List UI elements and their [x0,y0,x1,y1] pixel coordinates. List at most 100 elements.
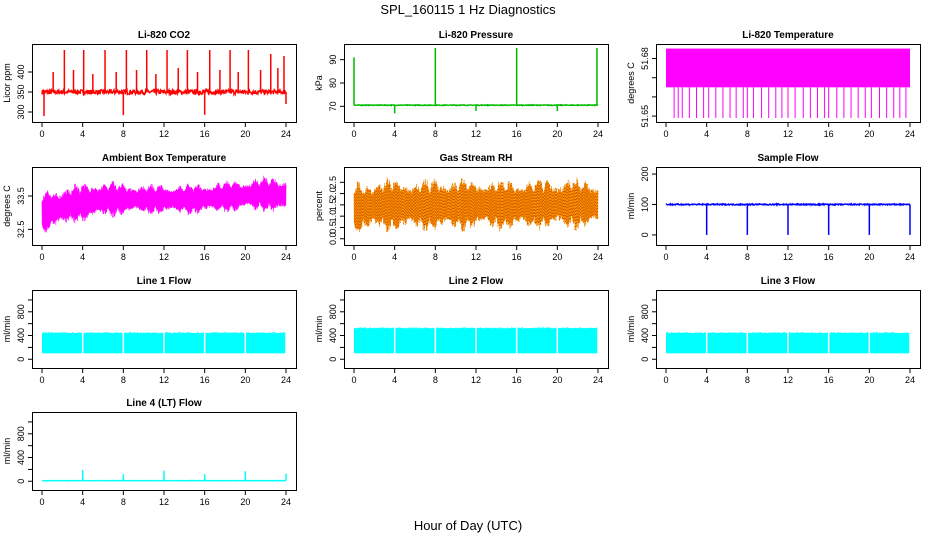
x-tick-label: 8 [433,129,438,139]
x-tick-label: 20 [552,252,562,262]
x-tick-label: 24 [905,375,915,385]
plot-frame [656,44,921,123]
series-line [353,177,599,233]
y-tick-label: 0 [16,357,26,362]
y-tick-label: 0 [640,232,650,237]
y-axis-label: ml/min [626,193,636,220]
panel-1: Li-820 CO2 0 4 8 12 16 20 24 300 350 400 Licor ppm [2,30,297,139]
y-tick-label: 800 [16,426,26,441]
y-tick-label: 400 [16,328,26,343]
y-tick-label: 800 [328,304,338,319]
x-tick-label: 8 [745,129,750,139]
y-tick-label: 400 [16,64,26,79]
x-tick-label: 24 [281,129,291,139]
y-tick-label: 300 [16,104,26,119]
y-tick-label: 0.5 [328,221,338,234]
y-axis-label: Licor ppm [2,63,12,103]
panel-2: Li-820 Pressure 0 4 8 12 16 20 24 70 80 90 kPa [314,30,609,139]
plot-frame [344,290,609,369]
x-tick-label: 8 [745,375,750,385]
plot-frame [656,167,921,246]
y-axis-label: degrees C [626,62,636,104]
x-tick-label: 24 [593,252,603,262]
series-line [41,175,287,233]
x-tick-label: 0 [663,129,668,139]
x-tick-label: 20 [240,375,250,385]
x-tick-label: 24 [593,375,603,385]
x-tick-label: 20 [864,129,874,139]
x-tick-label: 8 [433,252,438,262]
x-tick-label: 16 [512,129,522,139]
y-axis-label: degrees C [2,185,12,227]
plot-frame [32,167,297,246]
plot-frame [32,290,297,369]
y-axis-label: percent [314,190,324,221]
x-tick-label: 4 [80,129,85,139]
y-axis-label: ml/min [2,438,12,465]
y-axis-label: ml/min [314,316,324,343]
y-tick-label: 400 [328,328,338,343]
x-tick-label: 16 [824,129,834,139]
series-line [41,87,287,97]
data-area [41,469,287,482]
plot-frame [344,44,609,123]
x-tick-label: 16 [512,252,522,262]
x-tick-label: 4 [392,252,397,262]
x-tick-label: 16 [200,497,210,507]
x-tick-label: 8 [121,375,126,385]
panel-title: Line 4 (LT) Flow [126,398,202,409]
x-tick-label: 8 [121,497,126,507]
x-tick-label: 20 [240,497,250,507]
x-tick-label: 4 [704,129,709,139]
x-tick-label: 8 [121,252,126,262]
x-tick-label: 12 [159,375,169,385]
data-area [665,331,911,356]
panel-title: Li-820 CO2 [138,30,191,41]
panel-title: Line 2 Flow [449,276,504,287]
panel-7: Line 1 Flow 0 4 8 12 16 20 24 0 400 800 ml/min [2,276,297,385]
x-tick-label: 0 [39,252,44,262]
x-tick-label: 12 [471,129,481,139]
y-tick-label: 200 [640,167,650,182]
x-tick-label: 4 [392,129,397,139]
y-tick-label: 1.5 [328,199,338,212]
x-tick-label: 0 [39,497,44,507]
y-tick-label: 0.0 [328,232,338,245]
y-tick-label: 70 [328,101,338,111]
x-tick-label: 4 [80,252,85,262]
plot-frame [656,290,921,369]
data-area [665,202,911,235]
x-tick-label: 12 [783,129,793,139]
x-tick-label: 24 [281,252,291,262]
y-tick-label: 51.68 [640,47,650,70]
x-tick-label: 12 [471,375,481,385]
x-tick-label: 12 [159,497,169,507]
y-tick-label: 800 [16,304,26,319]
y-tick-label: 400 [640,328,650,343]
panel-5: Gas Stream RH 0 4 8 12 16 20 24 0.00.51.01.52.02… [314,153,609,262]
panel-8: Line 2 Flow 0 4 8 12 16 20 24 0 400 800 ml/min [314,276,609,385]
x-tick-label: 16 [200,129,210,139]
panel-title: Gas Stream RH [440,153,513,164]
x-tick-label: 12 [783,375,793,385]
x-tick-label: 4 [704,252,709,262]
panel-title: Li-820 Temperature [742,30,834,41]
x-tick-label: 16 [200,375,210,385]
panel-6: Sample Flow 0 4 8 12 16 20 24 0 100 200 ml/min [626,153,921,262]
data-area [41,175,287,233]
x-tick-label: 0 [663,252,668,262]
x-tick-label: 8 [121,129,126,139]
data-area [41,50,287,116]
x-tick-label: 0 [351,129,356,139]
plot-frame [32,44,297,123]
data-area [41,331,287,356]
panel-9: Line 3 Flow 0 4 8 12 16 20 24 0 400 800 ml/min [626,276,921,385]
x-tick-label: 0 [351,252,356,262]
panel-title: Li-820 Pressure [439,30,514,41]
y-tick-label: 100 [640,197,650,212]
x-tick-label: 0 [39,375,44,385]
y-tick-label: 400 [16,450,26,465]
y-tick-label: 0 [640,357,650,362]
panel-10: Line 4 (LT) Flow 0 4 8 12 16 20 24 0 400 800 ml/min [2,398,297,507]
